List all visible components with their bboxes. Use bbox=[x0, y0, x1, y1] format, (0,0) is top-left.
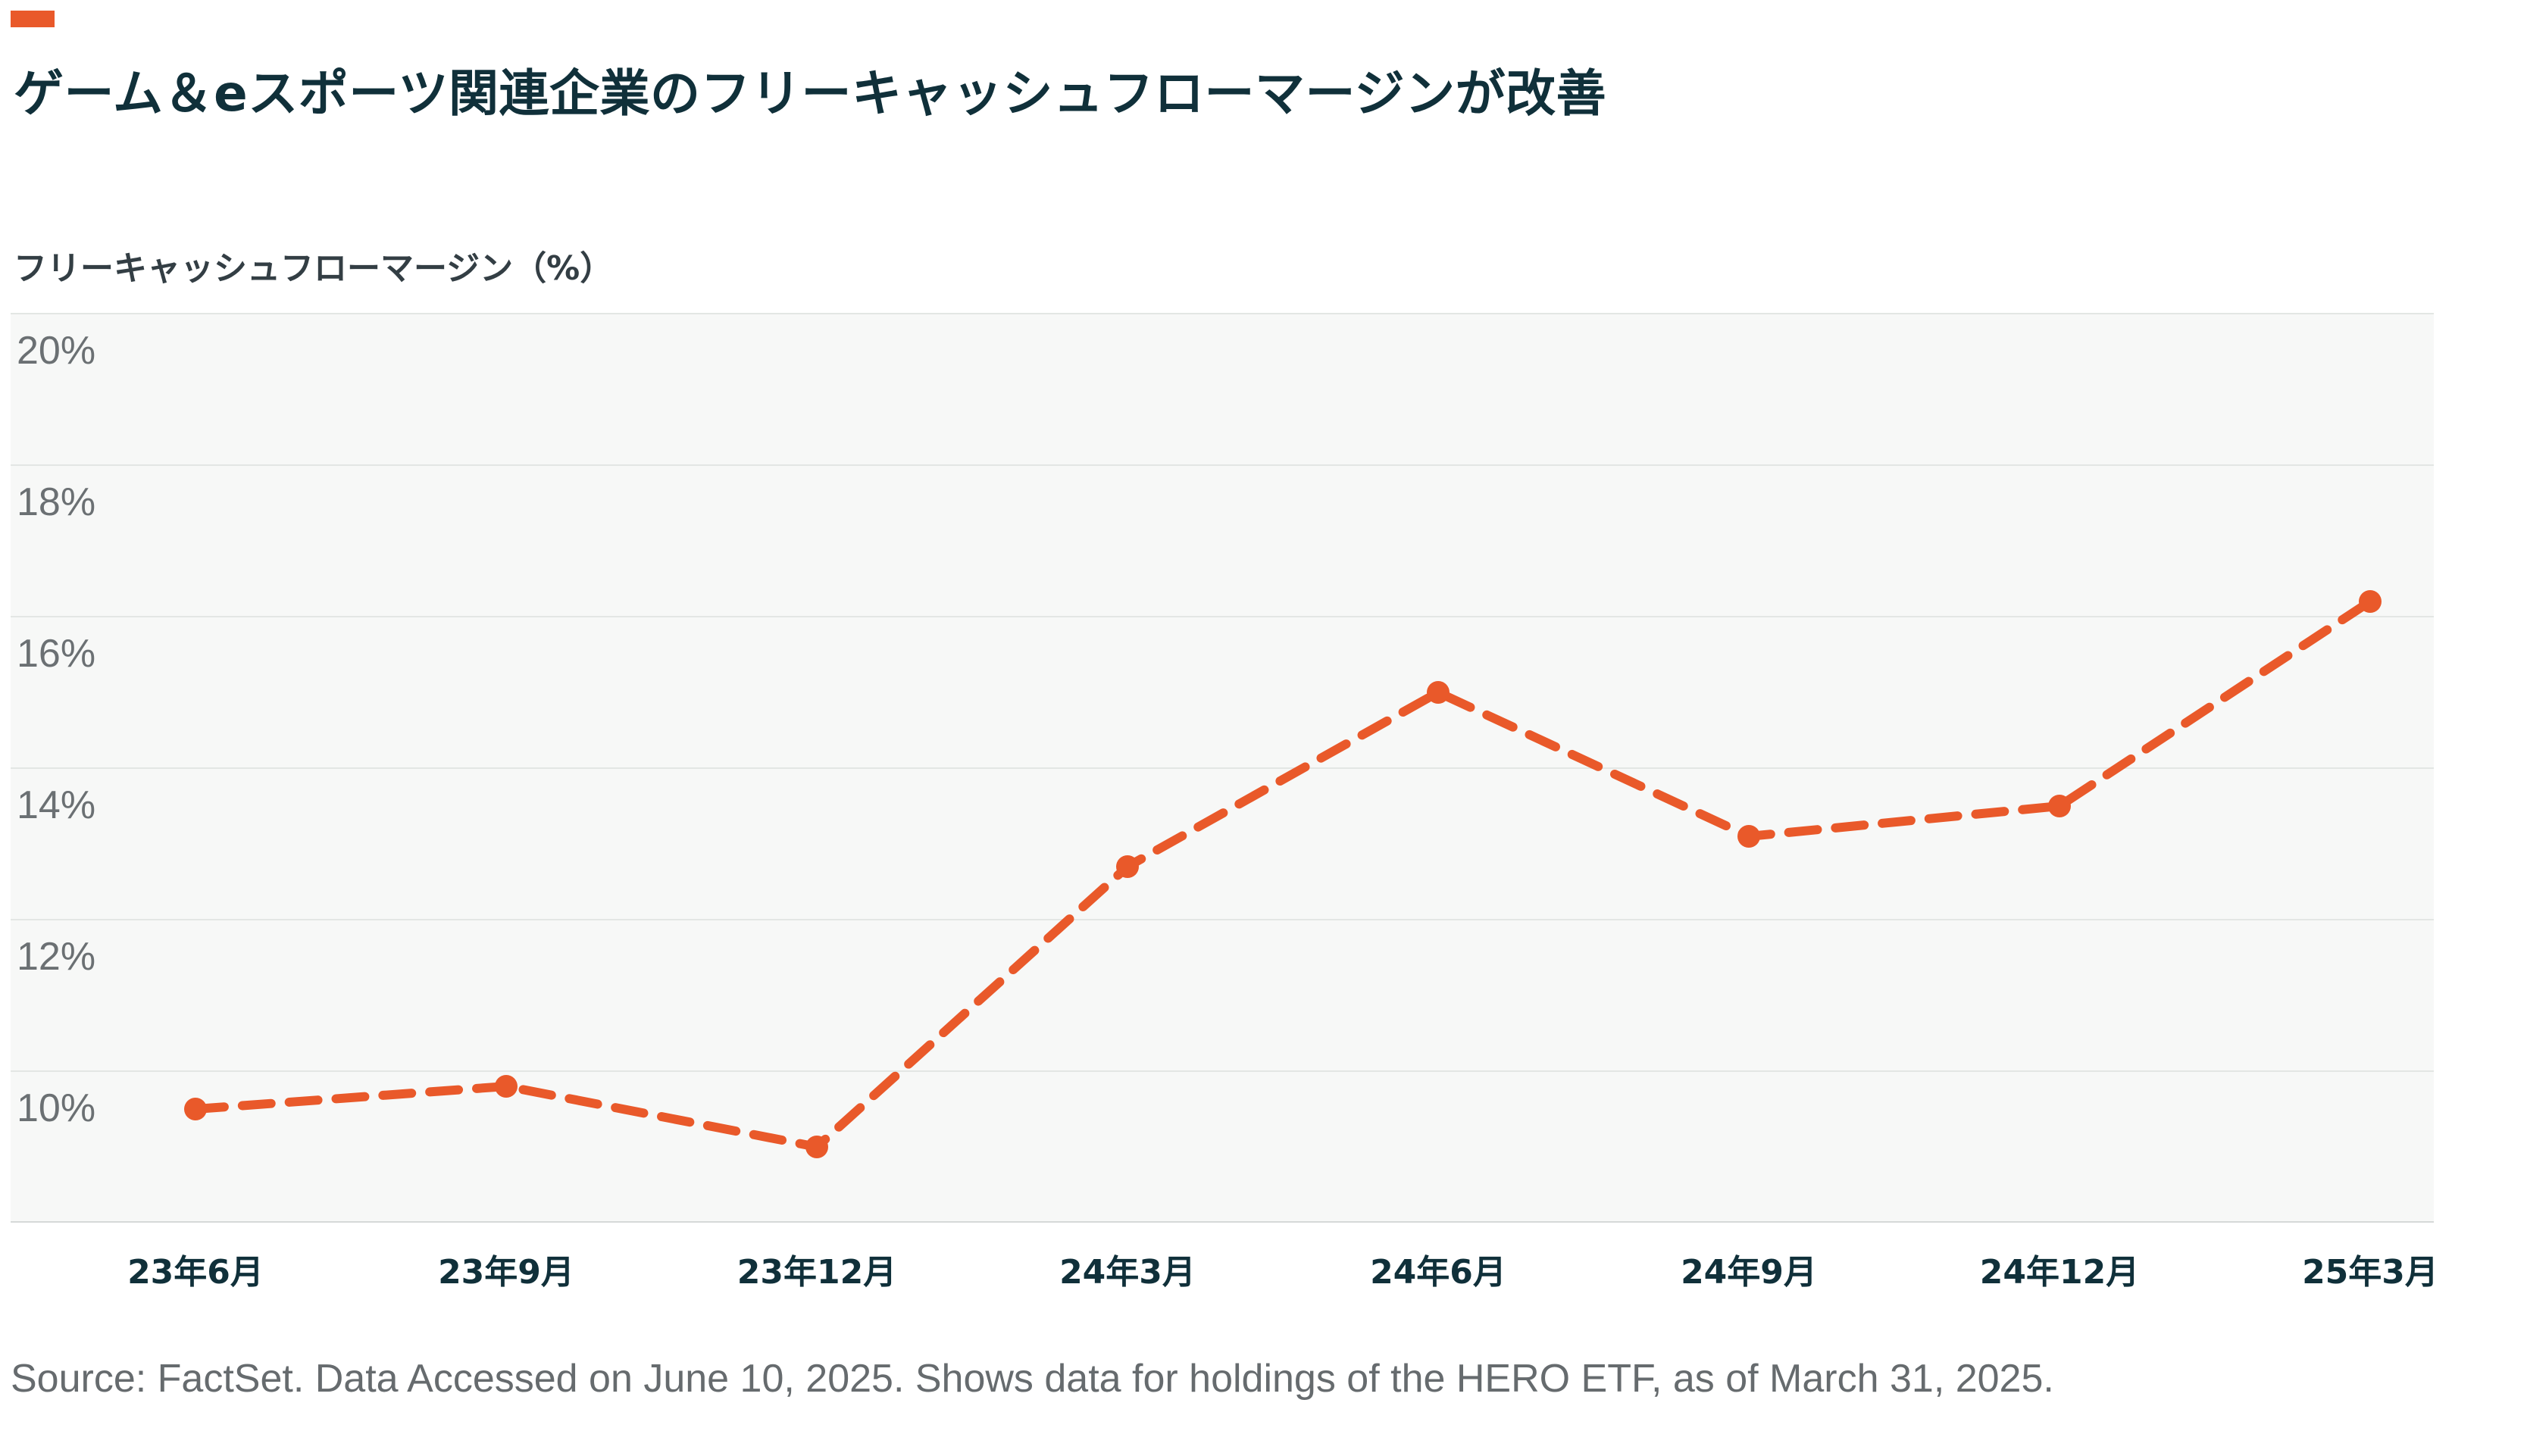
y-tick-label: 12% bbox=[17, 935, 95, 979]
data-point bbox=[1116, 855, 1139, 878]
x-tick-label: 25年3月 bbox=[2302, 1253, 2438, 1292]
y-tick-label: 18% bbox=[17, 480, 95, 524]
grid-lines bbox=[11, 313, 2434, 1072]
accent-bar bbox=[11, 11, 55, 27]
x-tick-label: 24年9月 bbox=[1681, 1253, 1817, 1292]
y-tick-label: 20% bbox=[17, 329, 95, 373]
series-group bbox=[184, 590, 2382, 1158]
y-tick-labels: 20% 18% 16% 14% 12% 10% bbox=[17, 329, 95, 1130]
y-tick-label: 16% bbox=[17, 632, 95, 676]
y-tick-label: 10% bbox=[17, 1086, 95, 1130]
y-tick-label: 14% bbox=[17, 783, 95, 827]
series-line bbox=[191, 597, 2375, 1151]
data-point bbox=[1737, 825, 1760, 848]
data-point bbox=[2359, 590, 2382, 613]
data-point bbox=[1427, 681, 1450, 704]
x-tick-labels: 23年6月 23年9月 23年12月 24年3月 24年6月 24年9月 24年12月 25年… bbox=[127, 1253, 2438, 1292]
data-point bbox=[805, 1136, 828, 1158]
data-point bbox=[2048, 795, 2071, 817]
source-note: Source: FactSet. Data Accessed on June 1… bbox=[11, 1357, 2054, 1401]
y-axis-label: フリーキャッシュフローマージン（%） bbox=[14, 249, 614, 288]
x-tick-label: 23年12月 bbox=[737, 1253, 896, 1292]
x-tick-label: 24年6月 bbox=[1370, 1253, 1506, 1292]
x-tick-label: 23年6月 bbox=[127, 1253, 264, 1292]
x-tick-label: 24年3月 bbox=[1059, 1253, 1196, 1292]
x-tick-label: 23年9月 bbox=[438, 1253, 574, 1292]
data-point bbox=[495, 1075, 518, 1098]
data-point bbox=[184, 1098, 207, 1120]
x-tick-label: 24年12月 bbox=[1980, 1253, 2139, 1292]
chart-title: ゲーム＆eスポーツ関連企業のフリーキャッシュフローマージンが改善 bbox=[14, 64, 1607, 123]
